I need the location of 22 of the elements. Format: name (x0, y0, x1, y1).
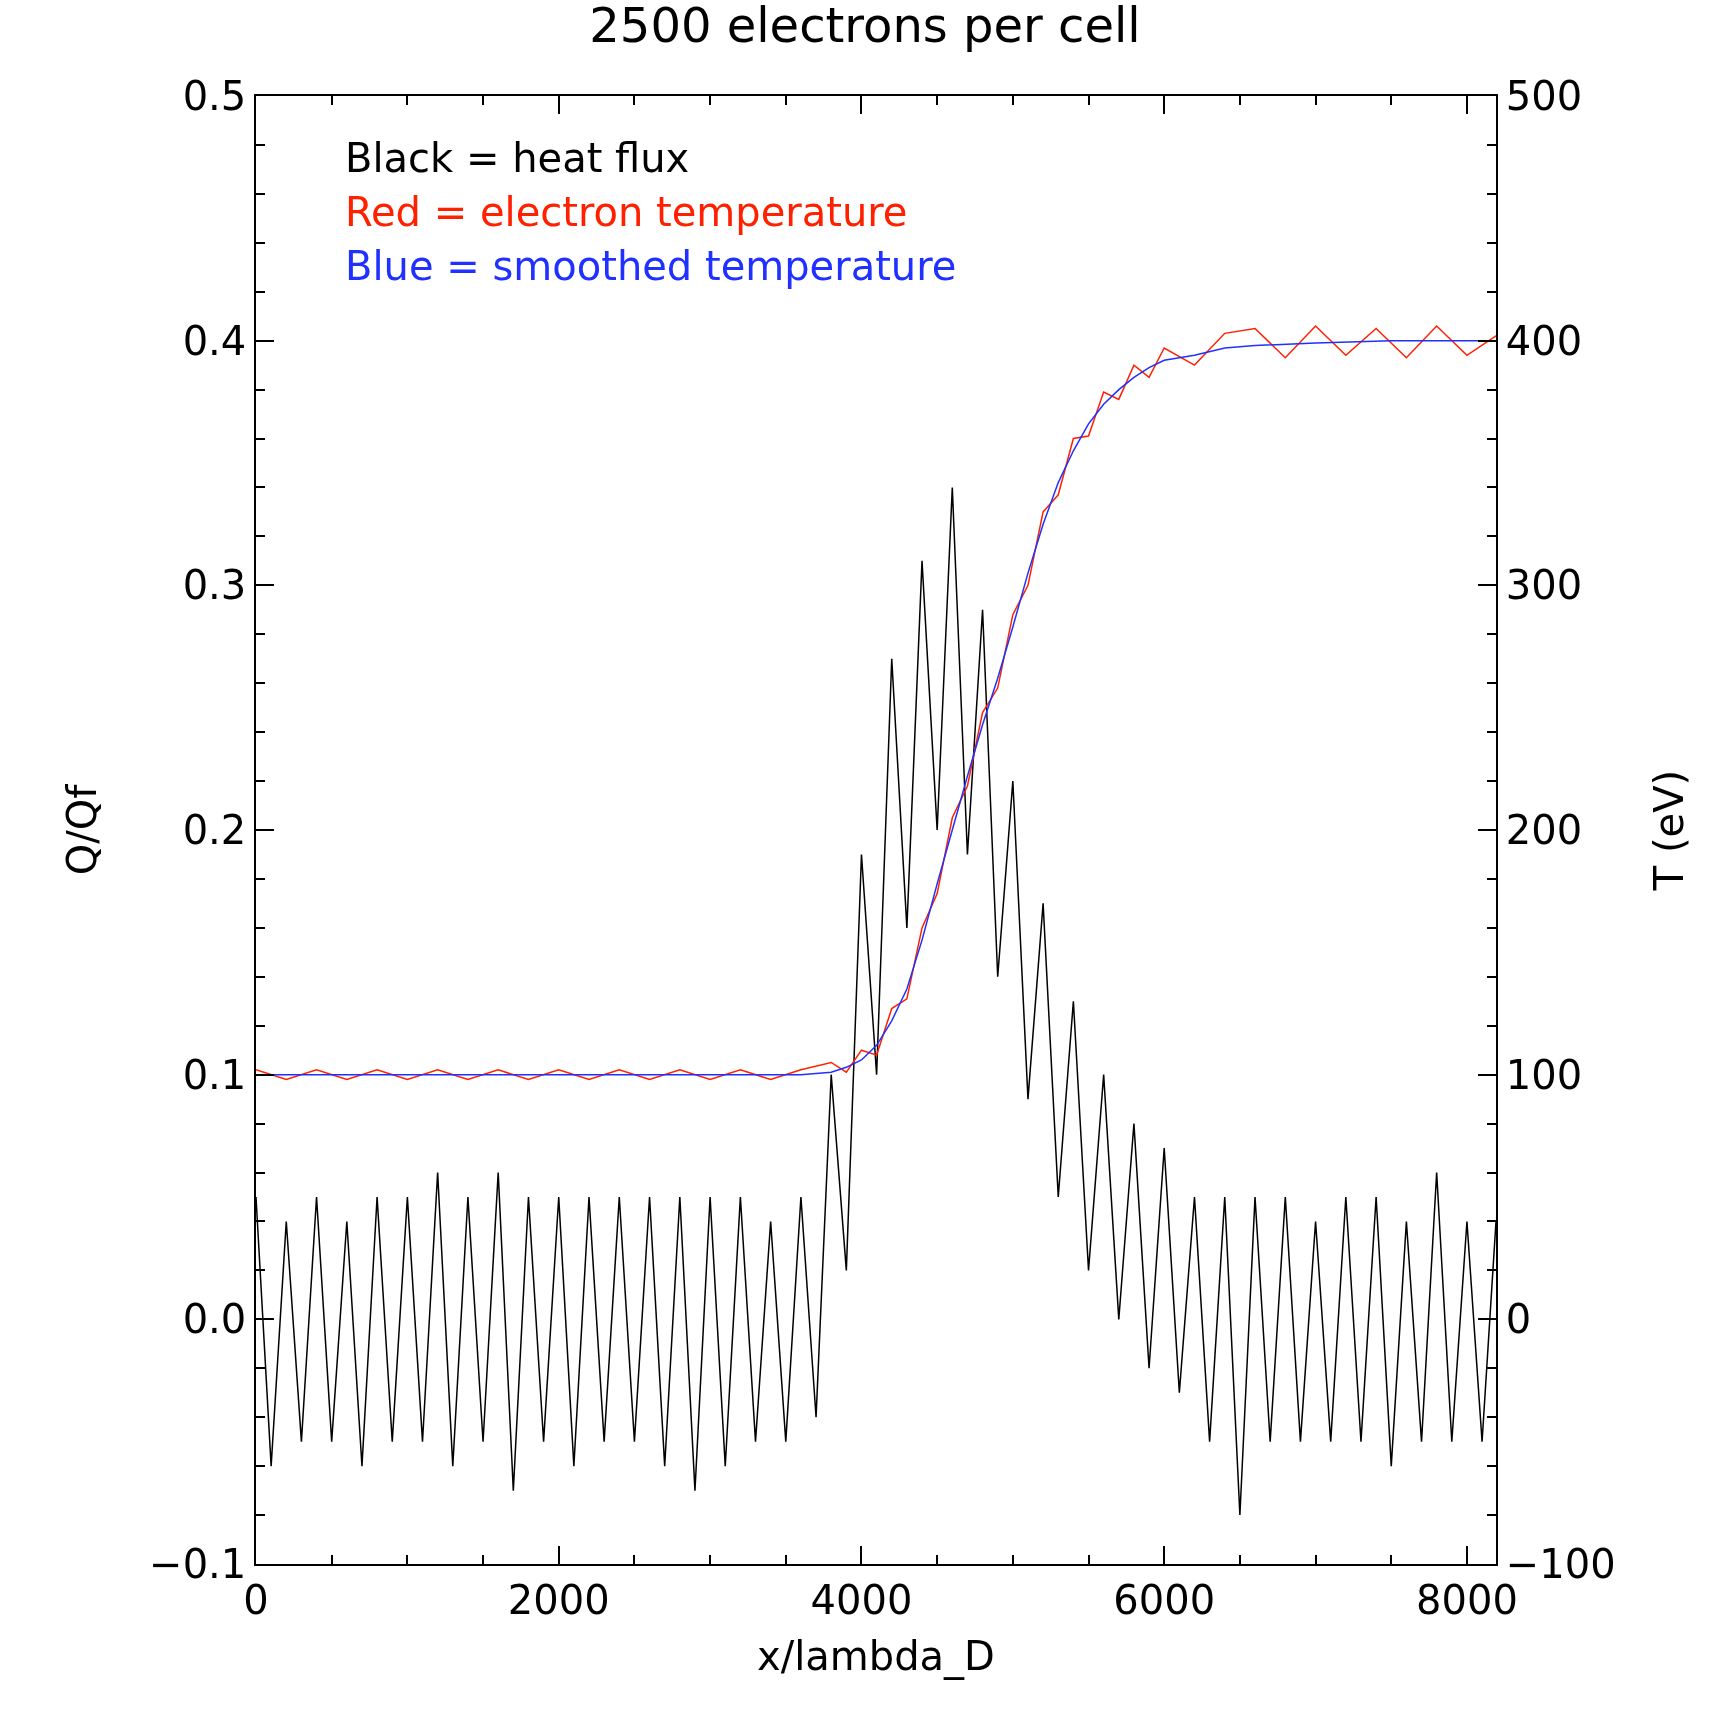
y2-tick-label: 400 (1505, 317, 1583, 364)
y-tick-label: 0.4 (182, 317, 247, 364)
y2-tick-label: 500 (1505, 73, 1583, 119)
y-axis-title: Q/Qf (59, 783, 106, 876)
y-tick-label: 0.0 (182, 1296, 247, 1343)
annotation: Blue = smoothed temperature (345, 243, 957, 289)
x-axis-title: x/lambda_D (757, 1632, 995, 1680)
y-tick-label: 0.5 (182, 73, 247, 119)
y-tick-label: 0.2 (182, 807, 247, 853)
y2-axis-title: T (eV) (1645, 769, 1692, 892)
annotation: Black = heat flux (345, 135, 690, 181)
x-tick-label: 2000 (507, 1576, 610, 1623)
annotation: Red = electron temperature (345, 189, 908, 235)
y2-tick-label: 200 (1505, 807, 1583, 853)
y2-tick-label: 100 (1505, 1051, 1583, 1098)
chart-title: 2500 electrons per cell (589, 0, 1141, 54)
y2-tick-label: 300 (1505, 562, 1583, 609)
x-tick-label: 6000 (1113, 1576, 1216, 1623)
y2-tick-label: 0 (1505, 1296, 1532, 1343)
x-tick-label: 4000 (810, 1576, 913, 1623)
y-tick-label: 0.1 (182, 1051, 247, 1098)
y-tick-label: 0.3 (182, 562, 247, 609)
